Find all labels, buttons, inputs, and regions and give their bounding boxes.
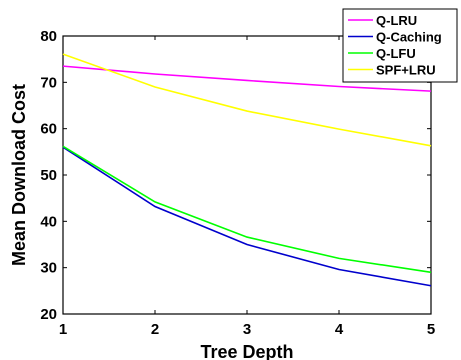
series-line-q-caching	[62, 146, 432, 287]
y-tick-label: 70	[40, 74, 57, 91]
x-tick-label: 4	[335, 321, 344, 338]
series-line-q-lfu	[62, 145, 432, 274]
x-tick-label: 5	[427, 321, 435, 338]
y-tick-label: 80	[40, 28, 57, 45]
legend-label: Q-LFU	[376, 46, 416, 61]
x-tick-label: 2	[151, 321, 159, 338]
legend-label: Q-Caching	[376, 30, 442, 45]
x-tick-label: 3	[243, 321, 251, 338]
y-tick-label: 30	[40, 260, 57, 277]
legend-label: SPF+LRU	[376, 63, 436, 78]
y-tick-label: 40	[40, 213, 57, 230]
y-tick-label: 20	[40, 306, 57, 323]
y-tick-label: 50	[40, 167, 57, 184]
x-axis-label: Tree Depth	[200, 342, 293, 360]
series-layer	[62, 53, 432, 287]
plot-area: 1 2 3 4 5 20 30 40 50 60 70 80	[40, 28, 435, 338]
y-axis-label: Mean Download Cost	[9, 84, 29, 266]
series-line-q-lru	[62, 65, 432, 92]
tick-layer: 1 2 3 4 5 20 30 40 50 60 70 80	[40, 28, 435, 338]
x-tick-label: 1	[59, 321, 67, 338]
series-line-spf-lru	[62, 53, 432, 147]
legend-label: Q-LRU	[376, 13, 417, 28]
y-tick-label: 60	[40, 121, 57, 138]
